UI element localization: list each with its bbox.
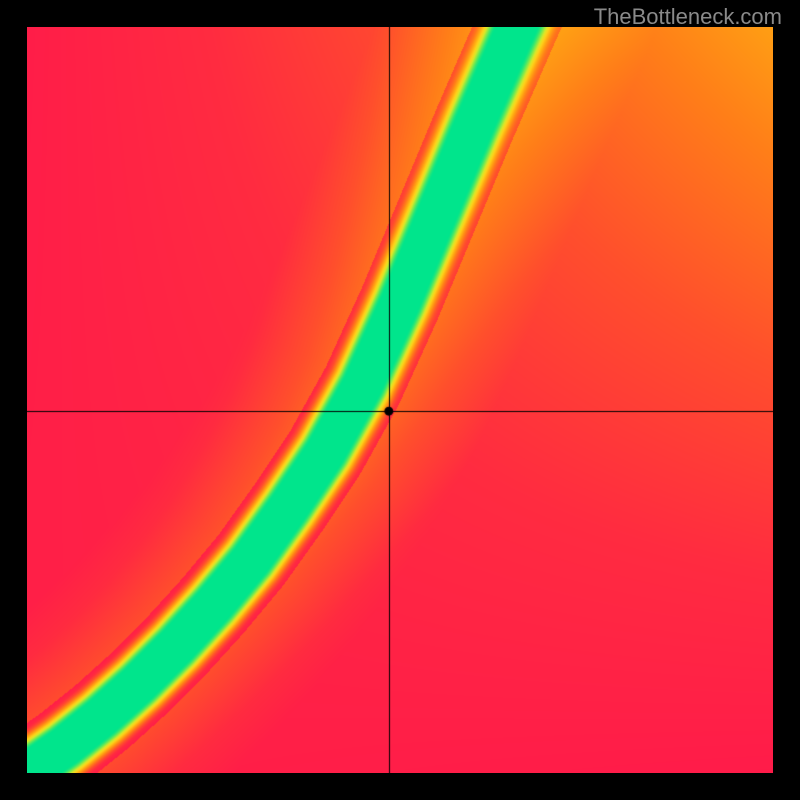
- heatmap-canvas: [27, 27, 773, 773]
- plot-area: [27, 27, 773, 773]
- watermark-text: TheBottleneck.com: [594, 4, 782, 30]
- chart-container: TheBottleneck.com: [0, 0, 800, 800]
